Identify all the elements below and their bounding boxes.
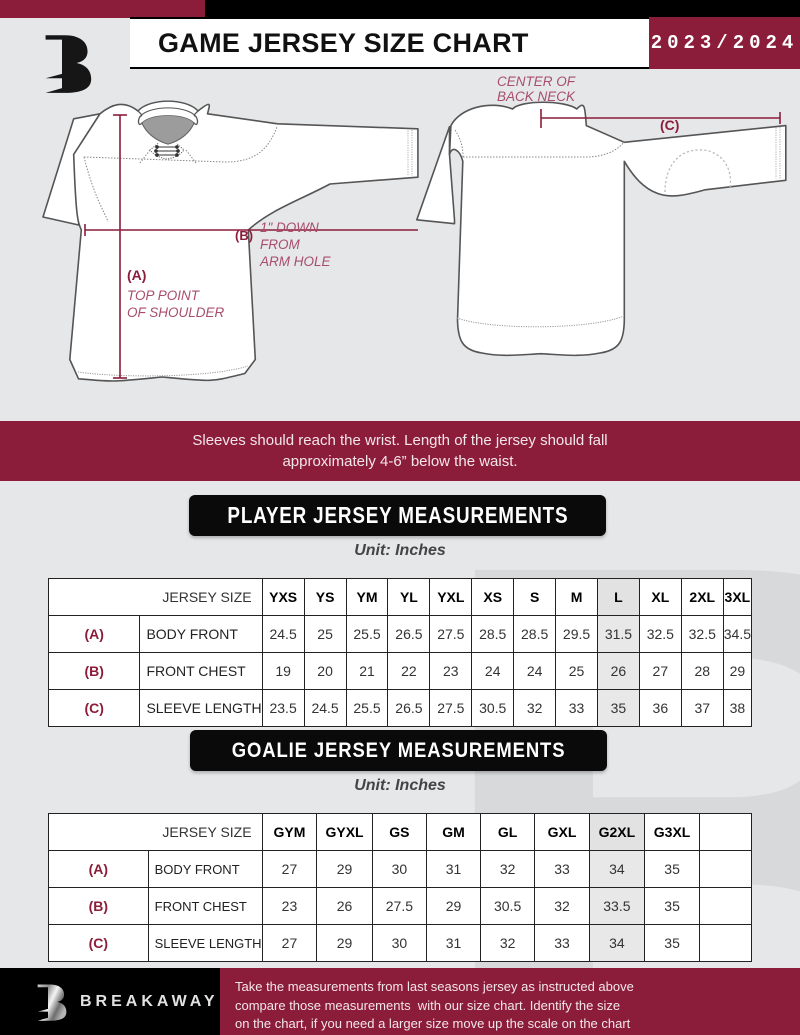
svg-text:(A): (A) — [127, 267, 146, 283]
svg-text:1" DOWN: 1" DOWN — [260, 220, 319, 235]
svg-text:ARM HOLE: ARM HOLE — [259, 254, 332, 269]
svg-text:(B): (B) — [235, 228, 253, 243]
svg-text:CENTER OF: CENTER OF — [497, 74, 576, 89]
svg-text:TOP POINT: TOP POINT — [127, 288, 201, 303]
svg-text:(C): (C) — [660, 117, 679, 133]
svg-text:FROM: FROM — [260, 237, 300, 252]
svg-text:OF SHOULDER: OF SHOULDER — [127, 305, 225, 320]
svg-text:BACK NECK: BACK NECK — [497, 89, 576, 104]
